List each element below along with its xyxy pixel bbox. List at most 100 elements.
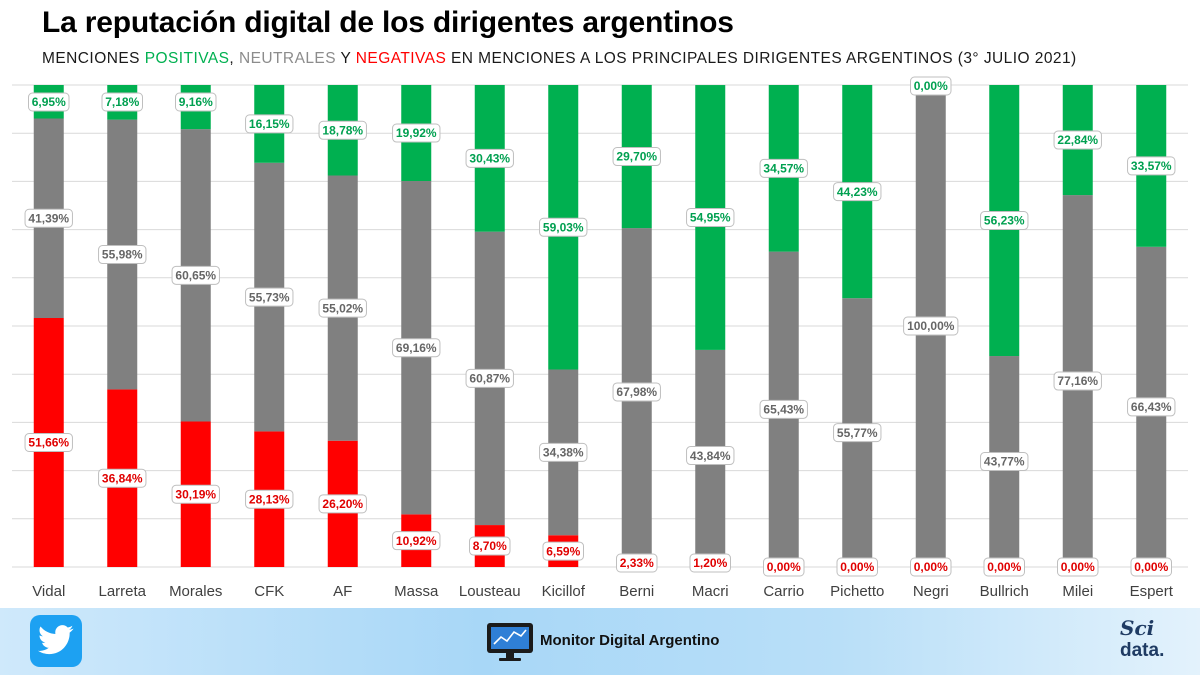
data-label-negative-macri: 1,20% xyxy=(689,553,731,573)
data-label-text: 55,73% xyxy=(249,290,290,304)
data-label-positive-vidal: 6,95% xyxy=(28,92,70,112)
data-label-neutral-larreta: 55,98% xyxy=(98,245,147,265)
data-label-neutral-pichetto: 55,77% xyxy=(833,423,882,443)
data-label-text: 19,92% xyxy=(396,126,437,140)
subtitle-prefix: MENCIONES xyxy=(42,50,145,67)
data-label-negative-kicillof: 6,59% xyxy=(542,541,584,561)
data-label-text: 0,00% xyxy=(914,79,948,93)
data-label-box xyxy=(910,76,952,96)
data-label-positive-bullrich: 56,23% xyxy=(980,211,1029,231)
data-label-neutral-carrio: 65,43% xyxy=(759,399,808,419)
data-label-box xyxy=(245,114,294,134)
data-label-box xyxy=(24,432,73,452)
data-label-neutral-lousteau: 60,87% xyxy=(465,368,514,388)
data-label-box xyxy=(1053,130,1102,150)
data-label-negative-lousteau: 8,70% xyxy=(469,536,511,556)
data-label-box xyxy=(392,531,441,551)
data-label-box xyxy=(616,553,658,573)
data-label-positive-lousteau: 30,43% xyxy=(465,148,514,168)
category-label-vidal: Vidal xyxy=(32,583,65,600)
data-label-text: 55,98% xyxy=(102,248,143,262)
data-label-text: 8,70% xyxy=(473,539,507,553)
stacked-bar-chart: 51,66% 41,39% 6,95% 36,84% 55,98% 7,18% 30,19%… xyxy=(12,76,1188,600)
data-label-box xyxy=(910,557,952,577)
data-label-text: 0,00% xyxy=(914,560,948,574)
data-label-negative-af: 26,20% xyxy=(318,494,367,514)
subtitle-sep-2: Y xyxy=(336,50,356,67)
data-label-box xyxy=(539,217,588,237)
data-label-text: 26,20% xyxy=(322,497,363,511)
category-label-massa: Massa xyxy=(394,583,439,600)
data-label-text: 0,00% xyxy=(767,560,801,574)
data-label-text: 67,98% xyxy=(616,385,657,399)
data-label-positive-pichetto: 44,23% xyxy=(833,182,882,202)
scidata-logo-bottom: data. xyxy=(1120,640,1165,661)
data-label-text: 9,16% xyxy=(179,95,213,109)
data-label-box xyxy=(1127,397,1176,417)
data-label-box xyxy=(28,92,70,112)
data-label-negative-morales: 30,19% xyxy=(171,484,220,504)
data-label-positive-negri: 0,00% xyxy=(910,76,952,96)
data-label-negative-massa: 10,92% xyxy=(392,531,441,551)
data-label-negative-carrio: 0,00% xyxy=(763,557,805,577)
data-label-box xyxy=(836,557,878,577)
data-label-text: 6,59% xyxy=(546,544,580,558)
subtitle-sep-1: , xyxy=(229,50,239,67)
data-label-text: 41,39% xyxy=(28,211,69,225)
data-label-text: 59,03% xyxy=(543,220,584,234)
data-label-neutral-berni: 67,98% xyxy=(612,382,661,402)
data-label-text: 56,23% xyxy=(984,214,1025,228)
data-label-negative-espert: 0,00% xyxy=(1130,557,1172,577)
data-label-neutral-negri: 100,00% xyxy=(903,316,959,336)
data-label-text: 36,84% xyxy=(102,471,143,485)
data-label-box xyxy=(392,338,441,358)
data-label-text: 77,16% xyxy=(1057,374,1098,388)
data-label-positive-milei: 22,84% xyxy=(1053,130,1102,150)
data-label-positive-morales: 9,16% xyxy=(175,92,217,112)
data-label-negative-pichetto: 0,00% xyxy=(836,557,878,577)
data-label-text: 55,02% xyxy=(322,301,363,315)
data-label-negative-negri: 0,00% xyxy=(910,557,952,577)
data-label-text: 30,43% xyxy=(469,152,510,166)
data-label-text: 34,57% xyxy=(763,162,804,176)
data-label-box xyxy=(983,557,1025,577)
data-label-box xyxy=(833,182,882,202)
category-label-espert: Espert xyxy=(1130,583,1174,600)
data-label-neutral-af: 55,02% xyxy=(318,298,367,318)
data-label-text: 66,43% xyxy=(1131,400,1172,414)
data-label-positive-carrio: 34,57% xyxy=(759,158,808,178)
data-label-box xyxy=(318,120,367,140)
data-label-neutral-kicillof: 34,38% xyxy=(539,442,588,462)
data-label-positive-cfk: 16,15% xyxy=(245,114,294,134)
data-label-text: 28,13% xyxy=(249,492,290,506)
data-label-neutral-macri: 43,84% xyxy=(686,446,735,466)
twitter-icon[interactable] xyxy=(30,615,82,667)
data-label-box xyxy=(759,158,808,178)
data-label-text: 0,00% xyxy=(1061,560,1095,574)
category-label-af: AF xyxy=(333,583,352,600)
data-labels: 51,66% 41,39% 6,95% 36,84% 55,98% 7,18% 30,19%… xyxy=(24,76,1176,577)
data-label-box xyxy=(689,553,731,573)
data-label-neutral-espert: 66,43% xyxy=(1127,397,1176,417)
data-label-negative-cfk: 28,13% xyxy=(245,489,294,509)
data-label-text: 22,84% xyxy=(1057,133,1098,147)
category-label-milei: Milei xyxy=(1062,583,1093,600)
category-label-larreta: Larreta xyxy=(98,583,146,600)
category-axis: Vidal Larreta Morales CFK AF Massa Lousteau Kic… xyxy=(32,583,1174,600)
data-label-box xyxy=(686,207,735,227)
data-label-box xyxy=(465,368,514,388)
data-label-box xyxy=(1130,557,1172,577)
data-label-positive-berni: 29,70% xyxy=(612,147,661,167)
brand-name: Monitor Digital Argentino xyxy=(540,632,720,649)
data-label-positive-larreta: 7,18% xyxy=(101,92,143,112)
data-label-positive-af: 18,78% xyxy=(318,120,367,140)
data-label-text: 0,00% xyxy=(840,560,874,574)
data-label-text: 34,38% xyxy=(543,446,584,460)
data-label-text: 69,16% xyxy=(396,341,437,355)
data-label-box xyxy=(542,541,584,561)
data-label-text: 44,23% xyxy=(837,185,878,199)
data-label-negative-vidal: 51,66% xyxy=(24,432,73,452)
data-label-text: 7,18% xyxy=(105,95,139,109)
data-label-negative-bullrich: 0,00% xyxy=(983,557,1025,577)
data-label-text: 100,00% xyxy=(907,319,955,333)
